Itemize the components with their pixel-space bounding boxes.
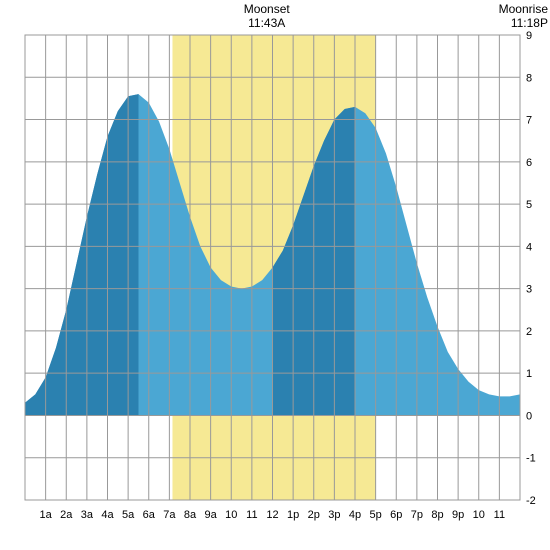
y-tick-label: -1 <box>526 453 536 465</box>
top-label-value: 11:18P <box>511 16 548 30</box>
x-tick-label: 6p <box>390 509 402 521</box>
x-tick-label: 3a <box>81 509 94 521</box>
y-tick-label: 3 <box>526 284 532 296</box>
y-tick-label: 2 <box>526 326 532 338</box>
x-tick-label: 8a <box>184 509 197 521</box>
x-tick-label: 7p <box>411 509 423 521</box>
x-tick-label: 6a <box>143 509 156 521</box>
x-tick-label: 7a <box>163 509 176 521</box>
y-tick-label: 8 <box>526 72 532 84</box>
x-tick-label: 10 <box>473 509 485 521</box>
top-label-title: Moonrise <box>499 2 549 16</box>
chart-canvas: -2-101234567891a2a3a4a5a6a7a8a9a1011121p… <box>0 0 550 550</box>
y-tick-label: 6 <box>526 157 532 169</box>
x-tick-label: 1a <box>40 509 53 521</box>
x-tick-label: 9a <box>205 509 218 521</box>
x-tick-label: 5p <box>370 509 382 521</box>
x-tick-label: 2p <box>308 509 320 521</box>
x-tick-label: 9p <box>452 509 464 521</box>
x-tick-label: 4a <box>101 509 114 521</box>
x-tick-label: 2a <box>60 509 73 521</box>
x-tick-label: 5a <box>122 509 135 521</box>
y-tick-label: 4 <box>526 241 532 253</box>
x-tick-label: 11 <box>246 509 257 521</box>
x-tick-label: 11 <box>494 509 505 521</box>
x-tick-label: 10 <box>225 509 237 521</box>
y-tick-label: 5 <box>526 199 532 211</box>
tide-chart: -2-101234567891a2a3a4a5a6a7a8a9a1011121p… <box>0 0 550 550</box>
y-tick-label: -2 <box>526 495 536 507</box>
x-tick-label: 8p <box>431 509 443 521</box>
x-tick-label: 3p <box>328 509 340 521</box>
y-tick-label: 1 <box>526 368 532 380</box>
y-tick-label: 9 <box>526 30 532 42</box>
y-tick-label: 0 <box>526 410 532 422</box>
x-tick-label: 1p <box>287 509 299 521</box>
x-tick-label: 12 <box>266 509 278 521</box>
top-label-value: 11:43A <box>248 16 285 30</box>
y-tick-label: 7 <box>526 115 532 127</box>
top-label-title: Moonset <box>244 2 291 16</box>
x-tick-label: 4p <box>349 509 361 521</box>
